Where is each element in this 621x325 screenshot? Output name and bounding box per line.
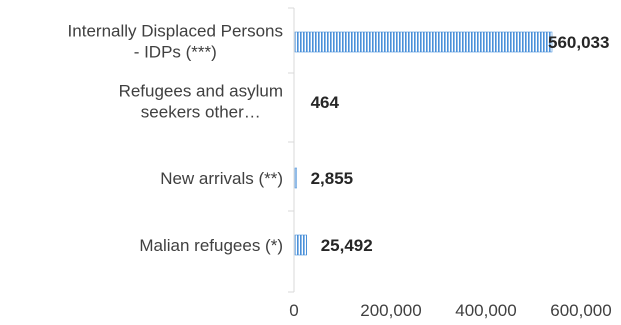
data-label: 2,855: [311, 169, 354, 188]
data-label: 560,033: [548, 33, 609, 52]
data-label: 25,492: [321, 236, 373, 255]
bars-layer: [294, 31, 553, 256]
bar: [294, 167, 297, 189]
category-label: Refugees and asylum seekers other…: [119, 82, 283, 122]
data-label: 464: [311, 93, 340, 112]
category-label: Internally Displaced Persons - IDPs (***): [68, 22, 283, 62]
bar: [294, 234, 307, 256]
x-tick-label: 200,000: [360, 301, 421, 320]
x-tick-label: 400,000: [455, 301, 516, 320]
labels-layer: 560,033 Internally Displaced Persons - IDP…: [68, 22, 612, 321]
category-label: Malian refugees (*): [139, 236, 283, 255]
category-label: New arrivals (**): [160, 169, 283, 188]
bar: [295, 92, 297, 112]
axis-layer: [288, 7, 295, 293]
x-tick-label: 600,000: [550, 301, 611, 320]
x-tick-label: 0: [289, 301, 298, 320]
bar: [294, 31, 553, 53]
